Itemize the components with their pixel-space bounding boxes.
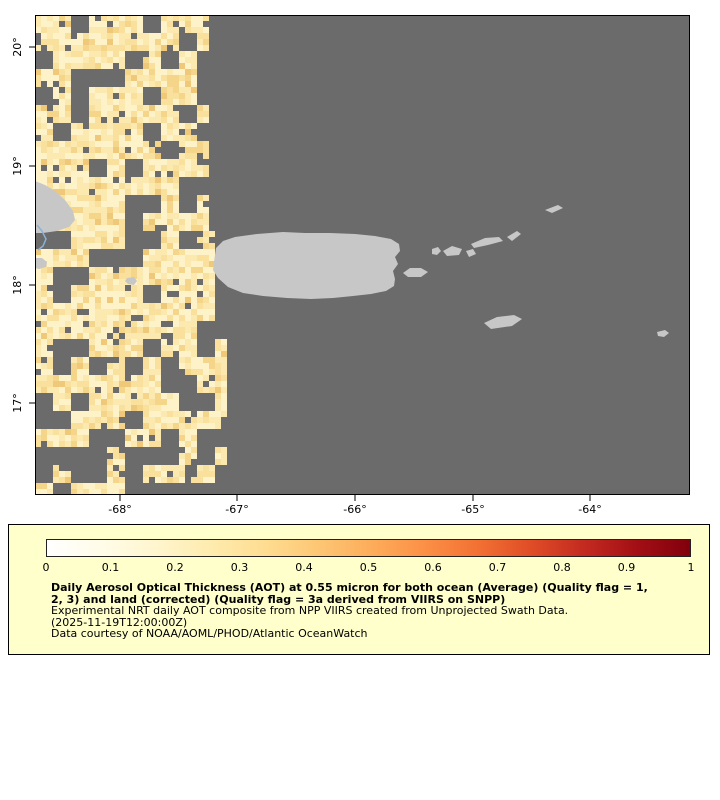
colorbar-tick: 0.1 <box>101 561 120 574</box>
caption-description: Experimental NRT daily AOT composite fro… <box>51 604 569 618</box>
colorbar-tick: 0.8 <box>553 561 571 574</box>
land-saona-island <box>35 258 47 269</box>
colorbar-tick: 0.5 <box>359 561 378 574</box>
lat-tick-label-20: 20° <box>11 37 24 57</box>
legend-box: 0 0.1 0.2 0.3 0.4 0.5 0.6 0.7 0.8 0.9 1 … <box>8 524 710 655</box>
land-culebra <box>432 247 441 255</box>
land-virgin-gorda <box>507 231 521 241</box>
colorbar-tick: 0 <box>42 561 50 574</box>
lon-tick-label-65: -65° <box>461 503 484 516</box>
land-small-island-se <box>657 330 669 337</box>
caption-timestamp: (2025-11-19T12:00:00Z) <box>51 615 188 629</box>
colorbar-tick: 1 <box>687 561 695 574</box>
coastline-detail-blue <box>36 224 47 251</box>
colorbar-tick-labels: 0 0.1 0.2 0.3 0.4 0.5 0.6 0.7 0.8 0.9 1 <box>42 561 695 575</box>
land-tortola <box>471 237 503 248</box>
colorbar-tick: 0.2 <box>166 561 184 574</box>
caption-credit: Data courtesy of NOAA/AOML/PHOD/Atlantic… <box>51 627 368 641</box>
land-mona-island <box>125 277 137 285</box>
lat-tick-label-18: 18° <box>11 275 24 295</box>
lon-tick-label-68: -68° <box>108 503 131 516</box>
land-puerto-rico <box>213 232 400 299</box>
lat-tick-label-17: 17° <box>11 393 24 413</box>
land-hispaniola-east <box>35 181 75 233</box>
land-vieques <box>403 268 428 277</box>
legend-caption: Daily Aerosol Optical Thickness (AOT) at… <box>51 582 699 640</box>
coastline-overlays <box>36 224 47 251</box>
colorbar-tick: 0.4 <box>295 561 313 574</box>
land-shapes <box>35 181 669 337</box>
colorbar <box>46 539 691 557</box>
aot-map-figure: 20° 19° 18° 17° -68° -67° -66° -65° -64° <box>11 15 690 516</box>
lon-tick-label-66: -66° <box>343 503 366 516</box>
colorbar-tick: 0.7 <box>488 561 507 574</box>
caption-title-line1: Daily Aerosol Optical Thickness (AOT) at… <box>51 581 648 594</box>
land-st-croix <box>484 315 522 329</box>
land-st-thomas <box>443 246 462 256</box>
axis-tick-marks <box>29 46 591 501</box>
lon-tick-label-64: -64° <box>578 503 601 516</box>
aot-data-cells <box>35 15 227 495</box>
caption-title-line2: 2, 3) and land (corrected) (Quality flag… <box>51 592 506 606</box>
lon-tick-label-67: -67° <box>225 503 248 516</box>
land-anegada <box>545 205 563 213</box>
colorbar-tick: 0.9 <box>617 561 636 574</box>
colorbar-tick: 0.6 <box>424 561 442 574</box>
colorbar-tick: 0.3 <box>230 561 249 574</box>
land-st-john <box>466 249 476 257</box>
map-svg: 20° 19° 18° 17° -68° -67° -66° -65° -64° <box>11 15 690 516</box>
map-frame <box>35 15 690 495</box>
lat-tick-label-19: 19° <box>11 156 24 176</box>
